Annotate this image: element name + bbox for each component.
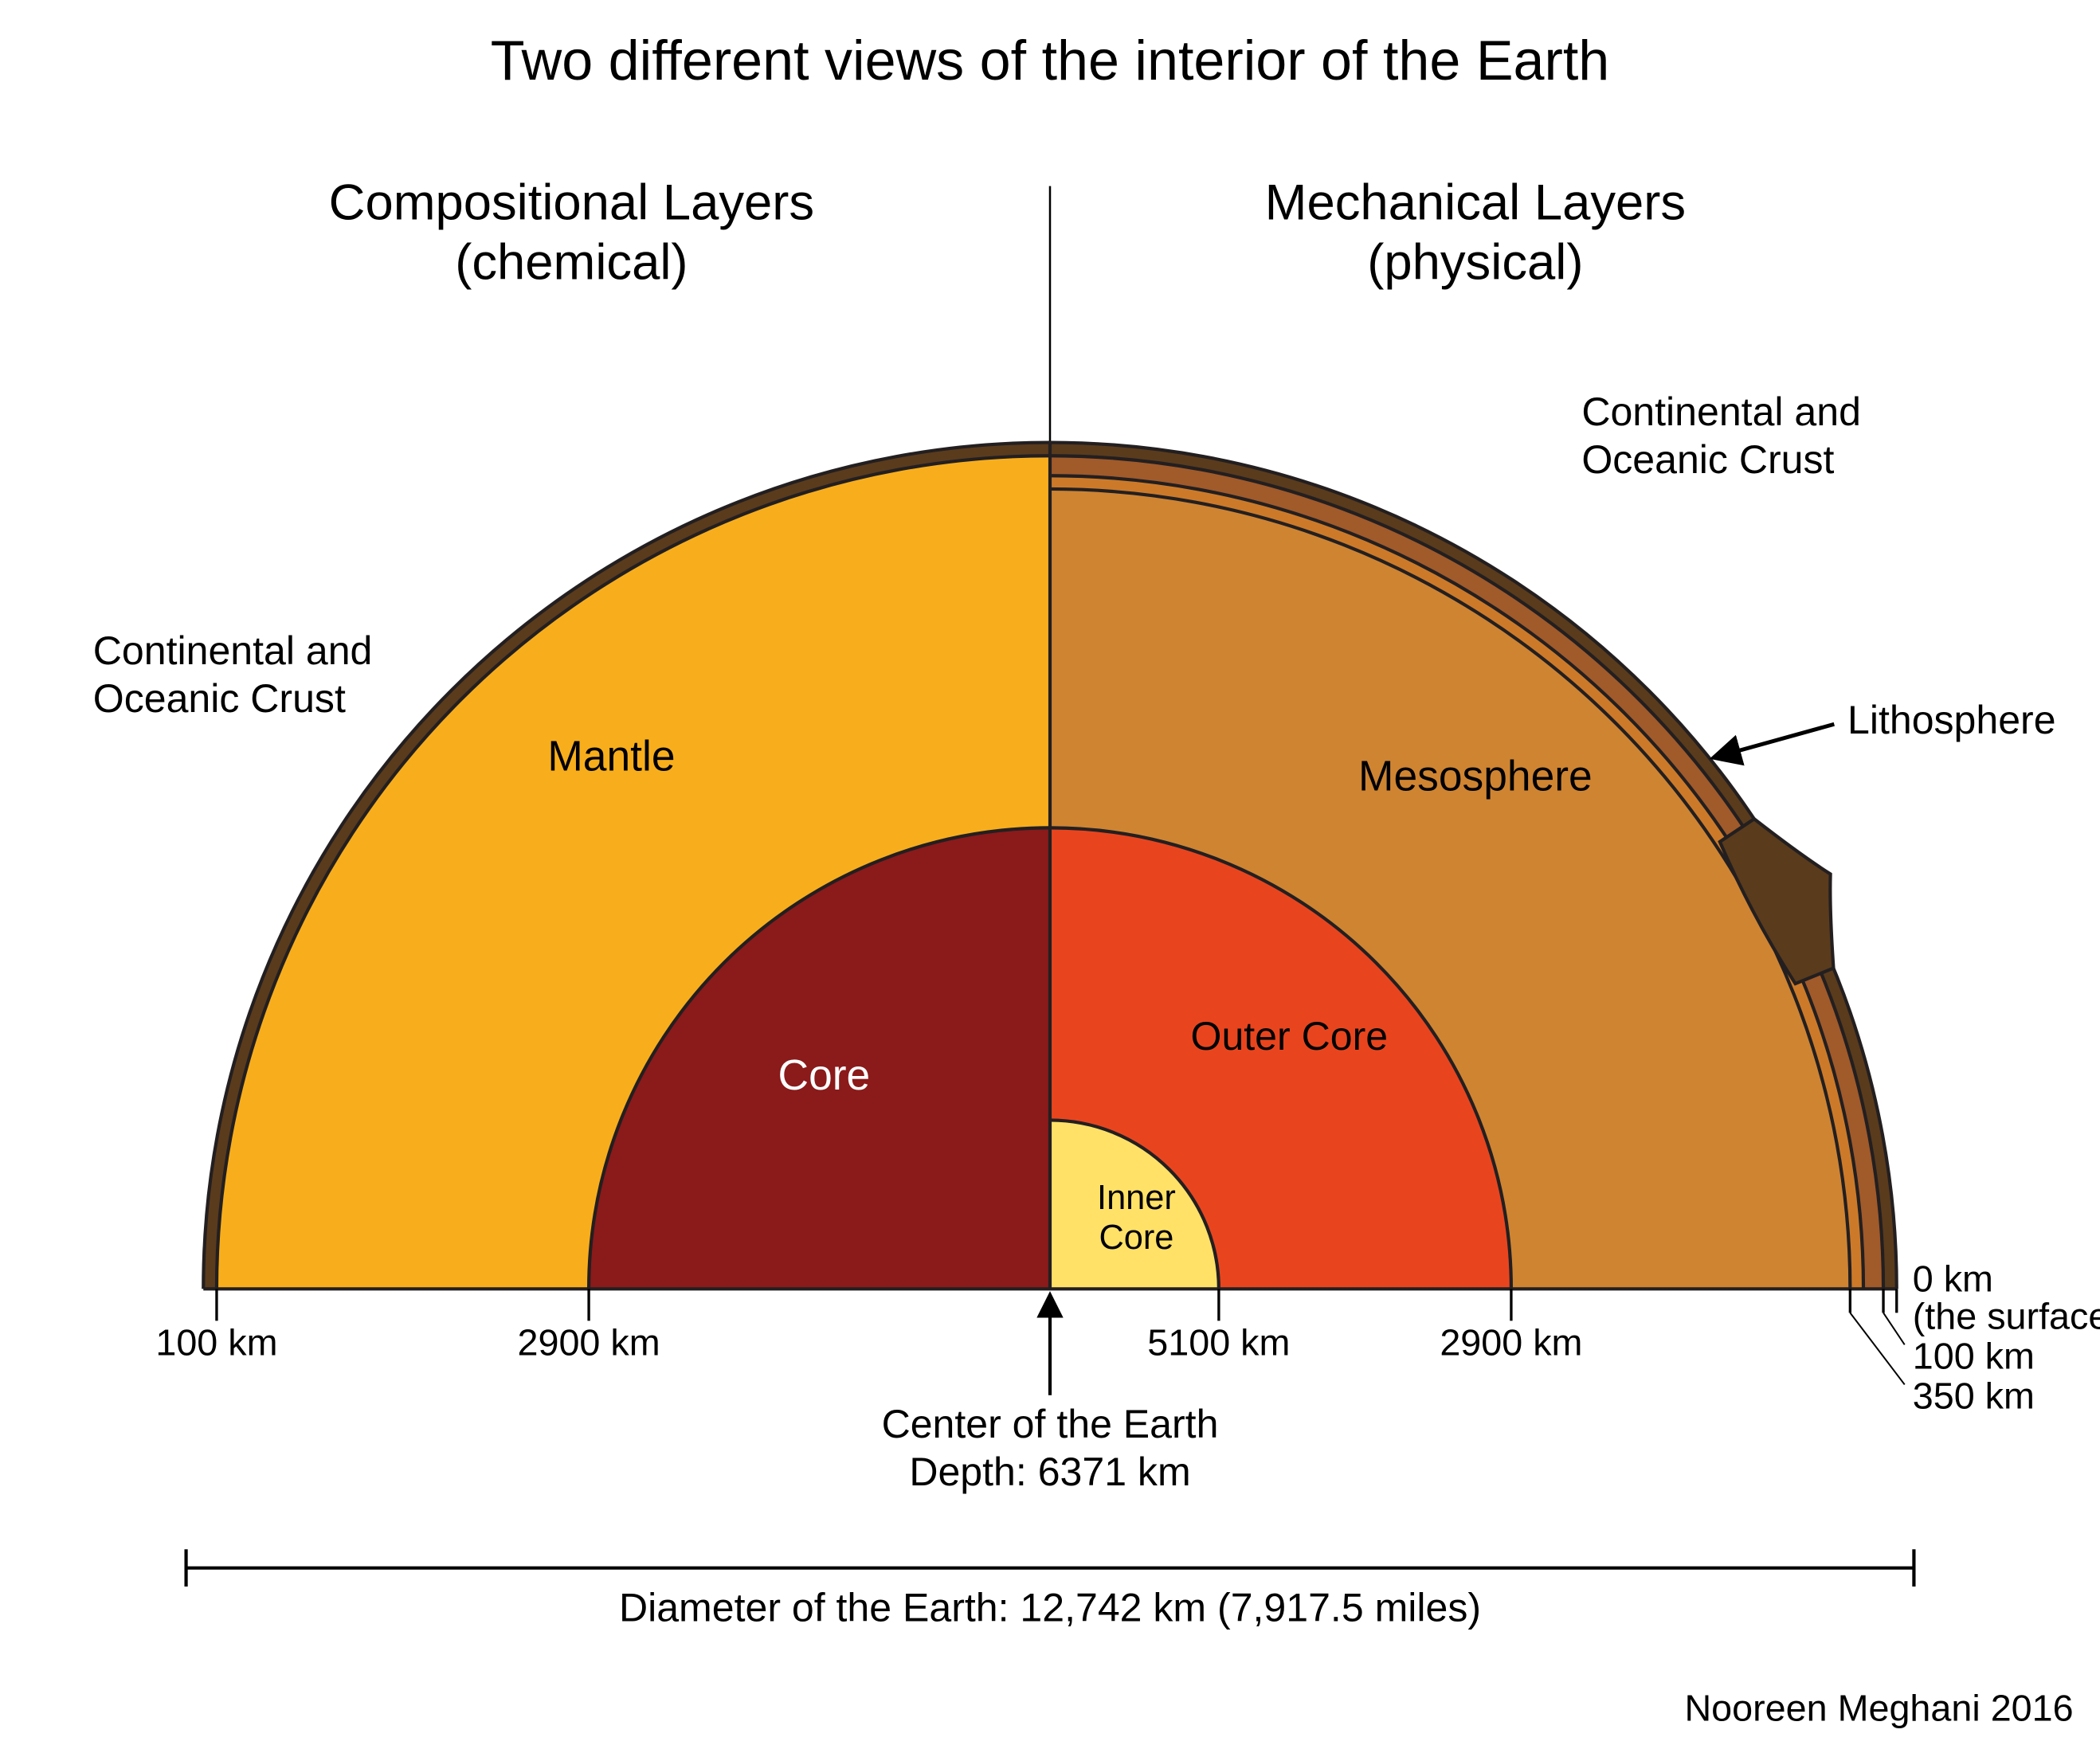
svg-text:100 km: 100 km [1913, 1335, 2035, 1376]
diagram-title: Two different views of the interior of t… [491, 29, 1610, 92]
lithosphere-arrow [1714, 724, 1834, 757]
inner-core-label-2: Core [1099, 1219, 1173, 1257]
svg-text:5100 km: 5100 km [1147, 1322, 1290, 1364]
left-heading-1: Compositional Layers [329, 174, 814, 230]
outer-core-label: Outer Core [1191, 1014, 1389, 1058]
left-heading-2: (chemical) [455, 234, 688, 290]
svg-text:100 km: 100 km [155, 1322, 277, 1364]
right-crust-label-2: Oceanic Crust [1581, 437, 1834, 482]
diameter-label: Diameter of the Earth: 12,742 km (7,917.… [619, 1585, 1481, 1630]
right-heading-1: Mechanical Layers [1265, 174, 1686, 230]
earth-interior-diagram: Two different views of the interior of t… [0, 0, 2100, 1749]
credit-label: Nooreen Meghani 2016 [1684, 1688, 2073, 1729]
mesosphere-label: Mesosphere [1358, 753, 1593, 800]
svg-text:2900 km: 2900 km [518, 1322, 660, 1364]
right-heading-2: (physical) [1367, 234, 1583, 290]
right-crust-label-1: Continental and [1581, 389, 1861, 434]
inner-core-label-1: Inner [1097, 1179, 1176, 1217]
center-label-2: Depth: 6371 km [909, 1450, 1190, 1494]
diameter-scale: Diameter of the Earth: 12,742 km (7,917.… [186, 1549, 1914, 1630]
left-crust-label-1: Continental and [93, 628, 373, 673]
svg-text:2900 km: 2900 km [1440, 1322, 1582, 1364]
mantle-label: Mantle [547, 734, 675, 781]
svg-text:0 km: 0 km [1913, 1258, 1993, 1300]
lithosphere-label: Lithosphere [1847, 698, 2056, 742]
center-label-1: Center of the Earth [882, 1402, 1219, 1446]
svg-text:350 km: 350 km [1913, 1375, 2035, 1416]
left-crust-label-2: Oceanic Crust [93, 676, 346, 721]
core-label: Core [778, 1052, 871, 1099]
svg-text:(the surface): (the surface) [1913, 1295, 2100, 1336]
